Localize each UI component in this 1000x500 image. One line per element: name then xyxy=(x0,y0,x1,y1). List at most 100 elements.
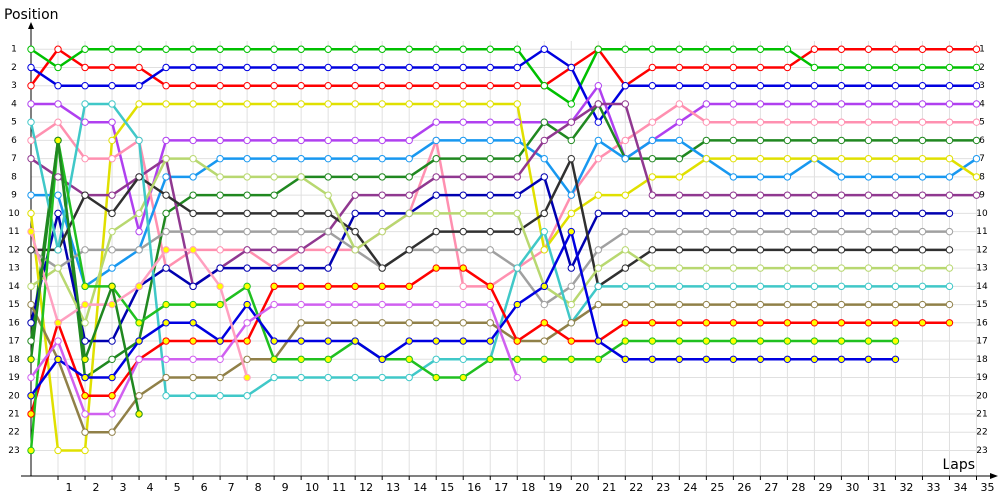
point xyxy=(54,337,62,345)
point xyxy=(810,227,819,236)
point xyxy=(189,63,197,72)
point xyxy=(783,63,792,72)
point xyxy=(270,136,278,145)
point xyxy=(783,82,792,90)
y-tick-label-right: 13 xyxy=(976,264,987,274)
point xyxy=(918,191,927,199)
point xyxy=(297,63,305,72)
point xyxy=(810,154,819,163)
point xyxy=(243,373,251,382)
point xyxy=(378,173,386,181)
point xyxy=(972,63,981,72)
point xyxy=(702,319,711,327)
point xyxy=(891,45,900,53)
point xyxy=(27,282,35,291)
point xyxy=(81,392,89,400)
point xyxy=(702,154,711,163)
point xyxy=(837,82,846,90)
point xyxy=(162,373,170,382)
point xyxy=(81,282,89,291)
point xyxy=(675,136,684,145)
point xyxy=(54,136,62,145)
point xyxy=(108,63,116,72)
point xyxy=(945,100,954,108)
point xyxy=(621,337,630,345)
point xyxy=(459,355,467,363)
y-tick-label: 10 xyxy=(8,209,20,219)
point xyxy=(540,319,548,327)
point xyxy=(108,209,116,218)
point xyxy=(864,191,873,199)
point xyxy=(567,282,575,291)
y-tick-label: 20 xyxy=(8,391,20,401)
x-tick-label: 19 xyxy=(548,481,562,494)
point xyxy=(702,337,711,345)
point xyxy=(864,282,873,291)
point xyxy=(702,100,711,108)
point xyxy=(918,45,927,53)
point xyxy=(162,264,170,272)
point xyxy=(648,300,657,309)
point xyxy=(324,191,332,199)
point xyxy=(405,246,413,254)
point xyxy=(135,82,143,90)
point xyxy=(216,63,224,72)
point xyxy=(648,173,657,181)
point xyxy=(27,100,35,108)
point xyxy=(540,154,548,163)
point xyxy=(729,227,738,236)
point xyxy=(864,100,873,108)
point xyxy=(108,355,116,363)
point xyxy=(324,100,332,108)
point xyxy=(459,282,467,291)
point xyxy=(621,264,630,272)
point xyxy=(351,227,359,236)
point xyxy=(54,319,62,327)
x-tick-label: 33 xyxy=(926,481,940,494)
point xyxy=(378,227,386,236)
point xyxy=(648,337,657,345)
point xyxy=(486,355,494,363)
point xyxy=(432,63,440,72)
point xyxy=(972,173,981,181)
y-tick-label-right: 4 xyxy=(979,99,985,109)
point xyxy=(405,282,413,291)
point xyxy=(81,154,89,163)
point xyxy=(459,337,467,345)
x-tick-label: 5 xyxy=(174,481,181,494)
point xyxy=(135,355,143,363)
y-tick-label-right: 17 xyxy=(976,337,987,347)
point xyxy=(945,209,954,218)
point xyxy=(675,45,684,53)
point xyxy=(756,154,765,163)
point xyxy=(567,300,575,309)
point xyxy=(405,300,413,309)
point xyxy=(621,227,630,236)
y-tick-label: 16 xyxy=(8,318,20,328)
point xyxy=(756,100,765,108)
point xyxy=(243,45,251,53)
y-tick-label-right: 3 xyxy=(979,81,985,91)
point xyxy=(351,173,359,181)
point xyxy=(216,392,224,400)
point xyxy=(594,355,602,363)
point xyxy=(243,227,251,236)
point xyxy=(81,82,89,90)
point xyxy=(648,82,657,90)
x-tick-label: 2 xyxy=(93,481,100,494)
point xyxy=(837,45,846,53)
point xyxy=(162,45,170,53)
point xyxy=(783,118,792,126)
point xyxy=(729,118,738,126)
point xyxy=(459,100,467,108)
series-line xyxy=(30,102,977,288)
point xyxy=(27,300,35,309)
point xyxy=(135,63,143,72)
x-axis-label: Laps xyxy=(942,457,975,473)
point xyxy=(216,82,224,90)
point xyxy=(297,337,305,345)
x-tick-label: 25 xyxy=(710,481,724,494)
point xyxy=(486,63,494,72)
point xyxy=(351,373,359,382)
